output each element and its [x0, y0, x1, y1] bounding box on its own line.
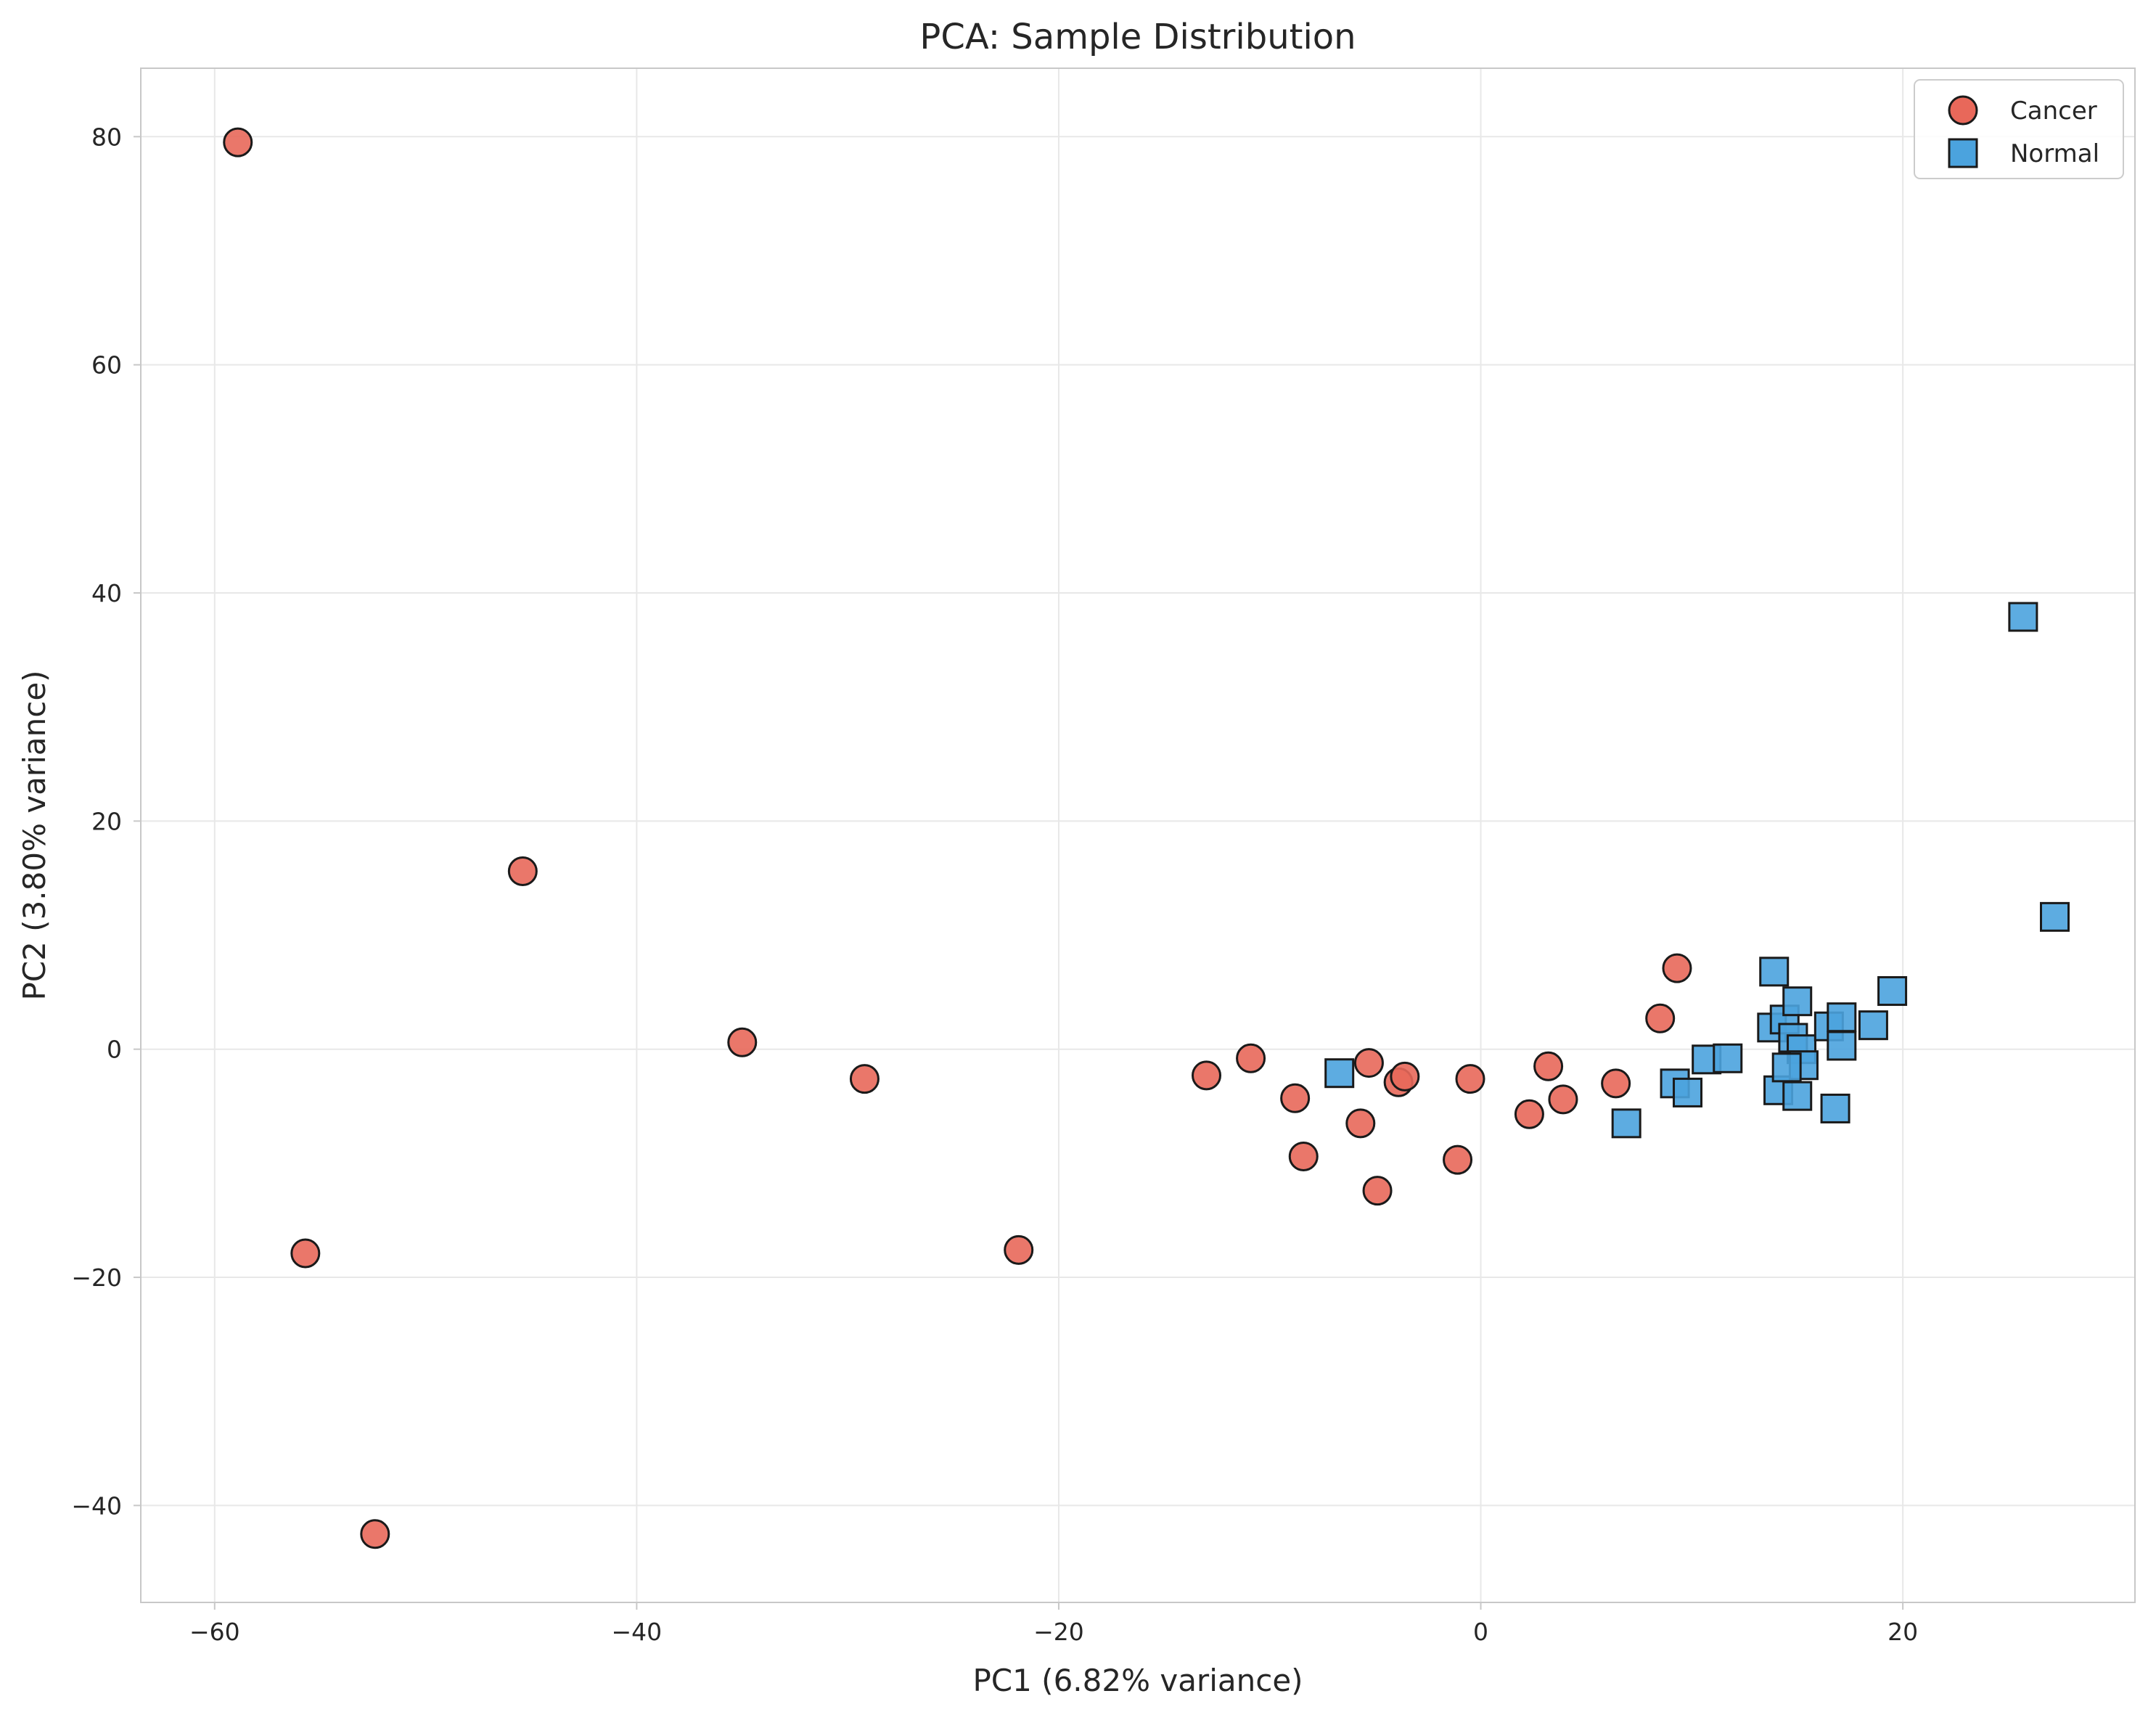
- y-tick-label: 20: [91, 807, 122, 835]
- y-tick-label: −40: [71, 1491, 122, 1520]
- x-tick-label: 20: [1887, 1618, 1918, 1646]
- y-tick-label: 40: [91, 579, 122, 607]
- point-cancer: [1662, 953, 1692, 983]
- point-normal: [1858, 1010, 1888, 1041]
- point-cancer: [1390, 1061, 1420, 1092]
- point-normal: [1820, 1093, 1850, 1123]
- point-cancer: [1514, 1099, 1544, 1129]
- ticks-layer: −60 −40 −20 0 20 −40 −20 0 20 40 60 80: [71, 123, 1918, 1646]
- y-tick-label: −20: [71, 1264, 122, 1292]
- chart-title: PCA: Sample Distribution: [919, 17, 1356, 57]
- point-normal: [2008, 602, 2038, 632]
- point-cancer: [507, 856, 538, 887]
- legend-label-cancer: Cancer: [2010, 97, 2097, 126]
- legend: Cancer Normal: [1914, 79, 2124, 179]
- point-normal: [1771, 1052, 1802, 1083]
- plot-frame: [140, 67, 2136, 1603]
- point-cancer: [1192, 1060, 1222, 1091]
- point-cancer: [290, 1238, 321, 1269]
- legend-marker-normal: [1948, 138, 1978, 168]
- point-normal: [1827, 1002, 1857, 1033]
- point-normal: [1827, 1031, 1857, 1061]
- point-normal: [1713, 1043, 1743, 1073]
- x-axis-label: PC1 (6.82% variance): [972, 1663, 1303, 1698]
- point-normal: [1673, 1077, 1703, 1107]
- x-tick-label: −40: [612, 1618, 663, 1646]
- y-tick-label: 60: [91, 351, 122, 380]
- point-normal: [1759, 957, 1790, 987]
- y-axis-label: PC2 (3.80% variance): [17, 670, 52, 1000]
- point-cancer: [1601, 1068, 1631, 1099]
- point-cancer: [1548, 1084, 1578, 1115]
- point-cancer: [727, 1027, 758, 1057]
- point-cancer: [1288, 1141, 1319, 1171]
- x-tick-label: −60: [189, 1618, 240, 1646]
- point-cancer: [1353, 1048, 1384, 1078]
- grid-layer: [141, 68, 2135, 1602]
- point-cancer: [1345, 1108, 1376, 1139]
- point-normal: [1782, 1081, 1813, 1111]
- point-cancer: [1455, 1064, 1485, 1094]
- point-cancer: [1645, 1003, 1676, 1033]
- point-cancer: [1280, 1083, 1311, 1113]
- x-tick-label: −20: [1033, 1618, 1084, 1646]
- legend-marker-cancer: [1948, 95, 1978, 126]
- point-normal: [1782, 986, 1813, 1017]
- point-cancer: [1443, 1144, 1473, 1175]
- point-normal: [1877, 976, 1908, 1007]
- point-cancer: [1004, 1234, 1034, 1265]
- x-tick-label: 0: [1473, 1618, 1488, 1646]
- point-cancer: [1533, 1051, 1564, 1081]
- y-tick-label: 80: [91, 123, 122, 151]
- point-normal: [1611, 1108, 1641, 1139]
- point-normal: [1324, 1058, 1355, 1089]
- points-layer: [223, 127, 2070, 1549]
- point-cancer: [1362, 1176, 1393, 1206]
- point-normal: [2039, 901, 2070, 932]
- point-cancer: [360, 1519, 390, 1549]
- point-cancer: [223, 127, 253, 157]
- point-cancer: [1236, 1043, 1266, 1073]
- point-cancer: [849, 1064, 880, 1094]
- y-tick-label: 0: [107, 1036, 122, 1064]
- legend-label-normal: Normal: [2010, 139, 2099, 168]
